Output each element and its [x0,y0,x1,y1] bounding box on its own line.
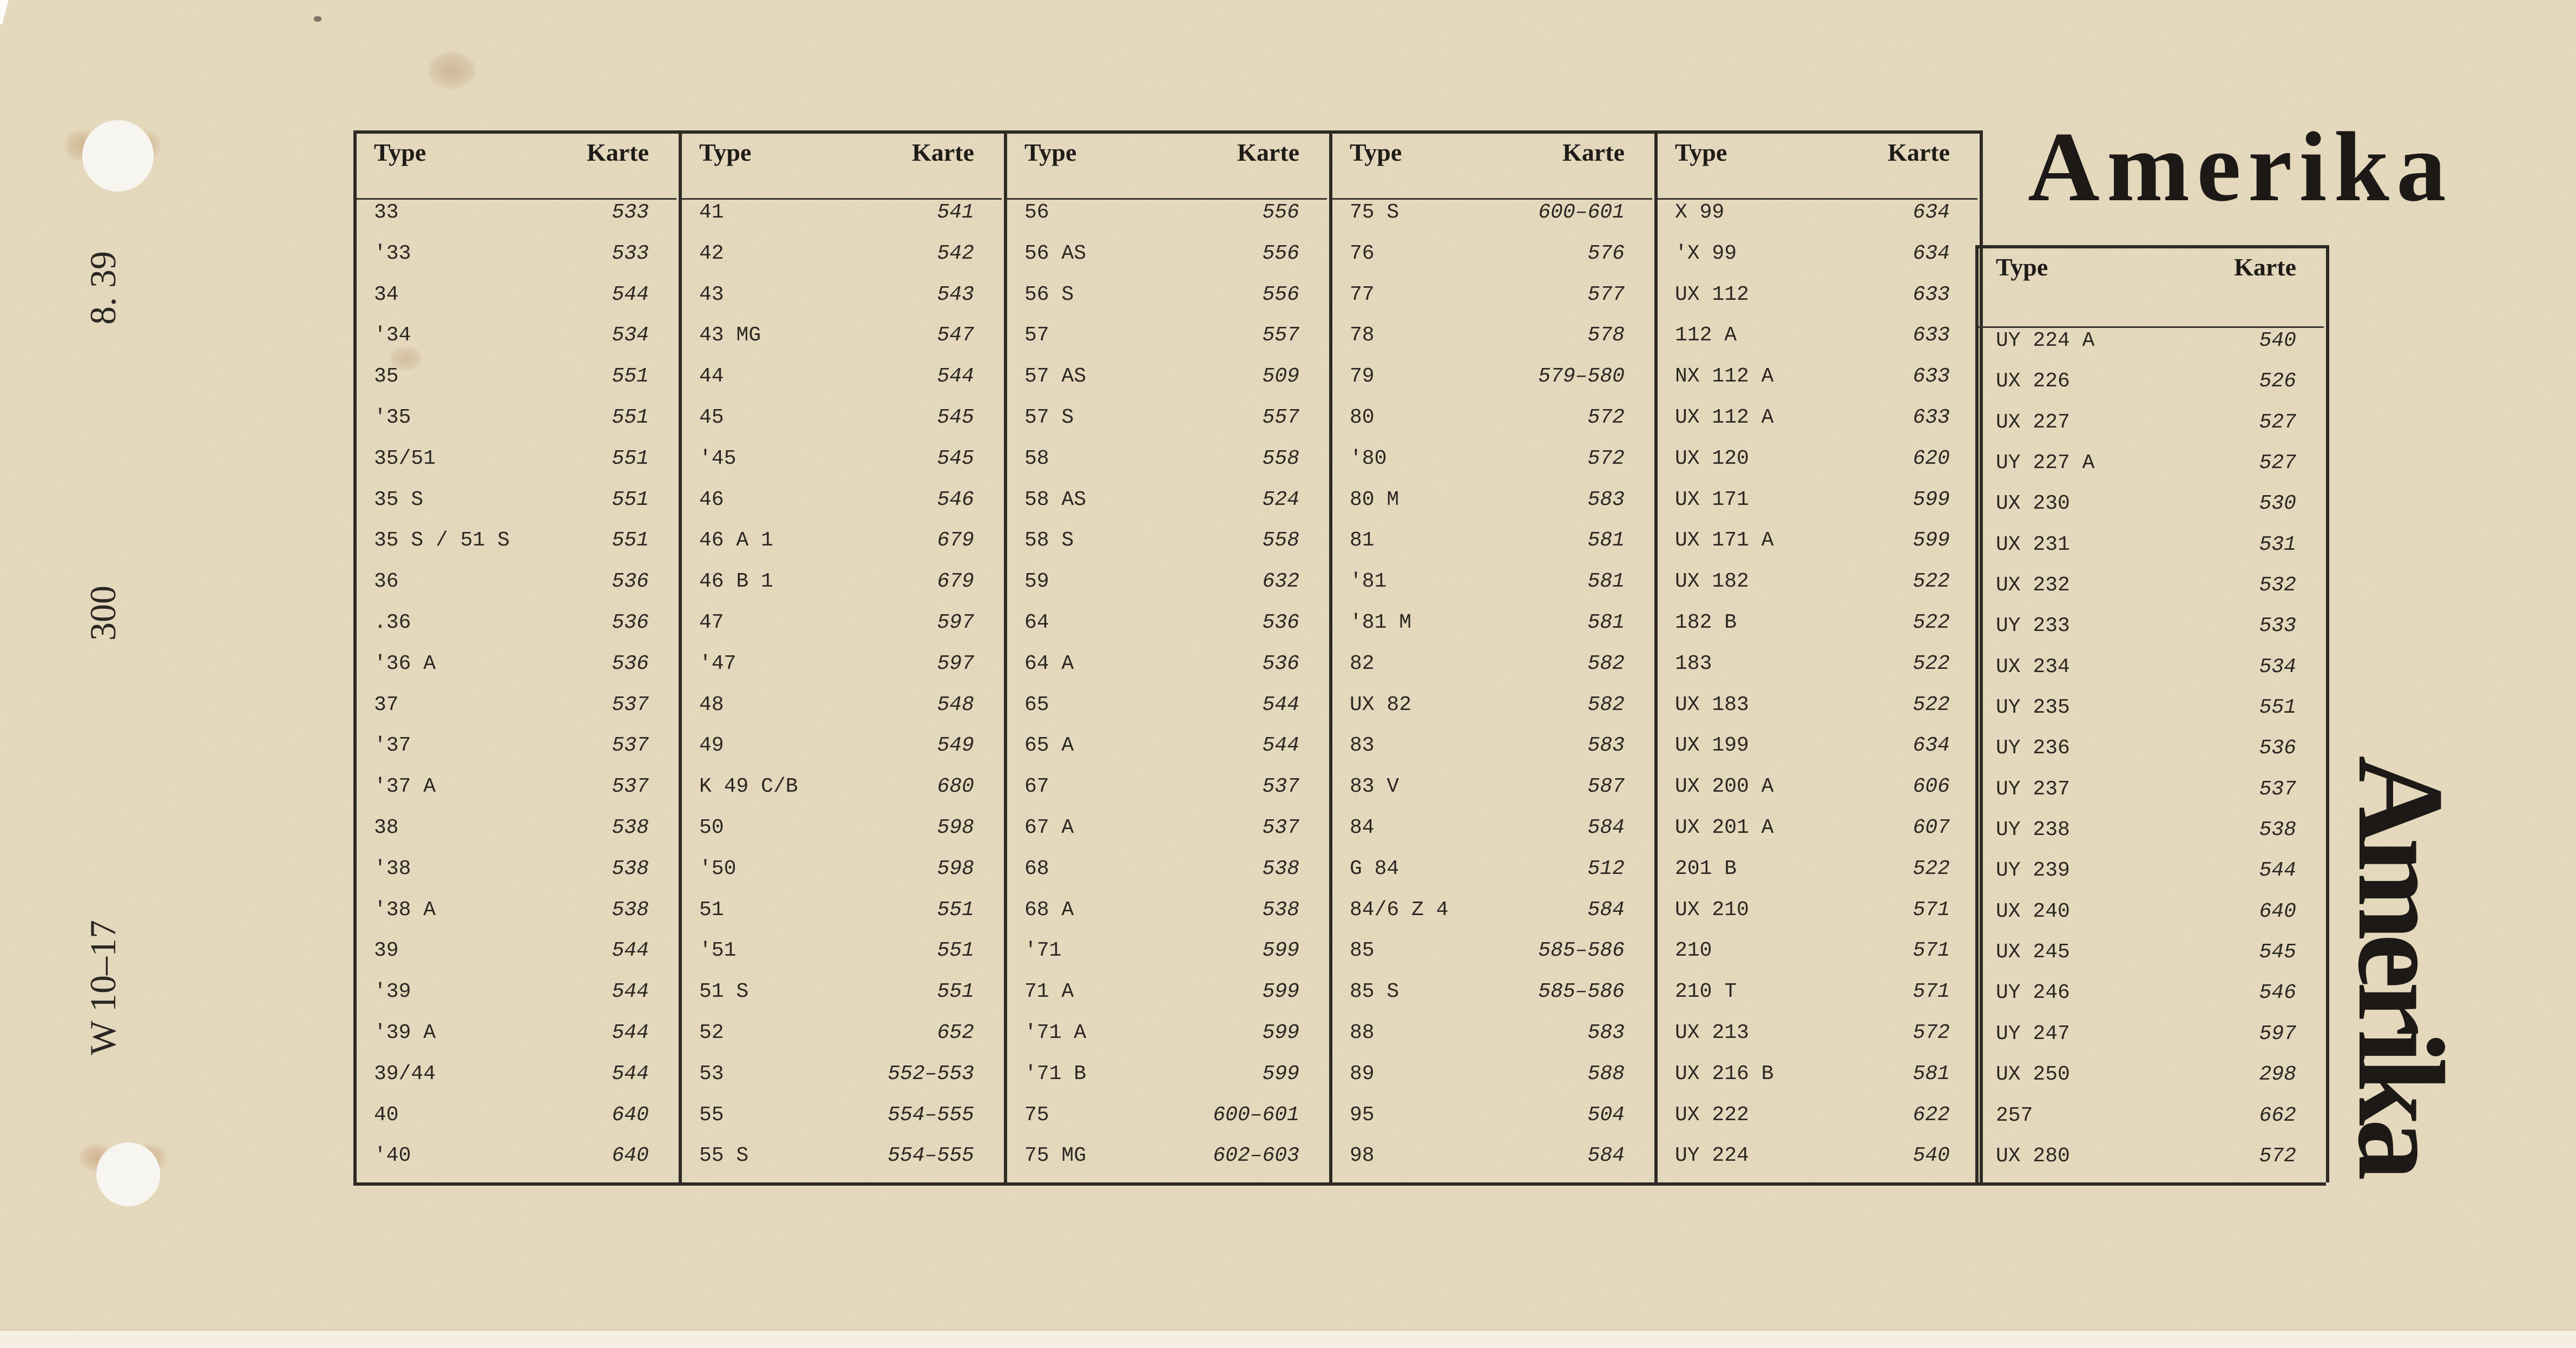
svg-text:Amerika: Amerika [2332,755,2469,1179]
